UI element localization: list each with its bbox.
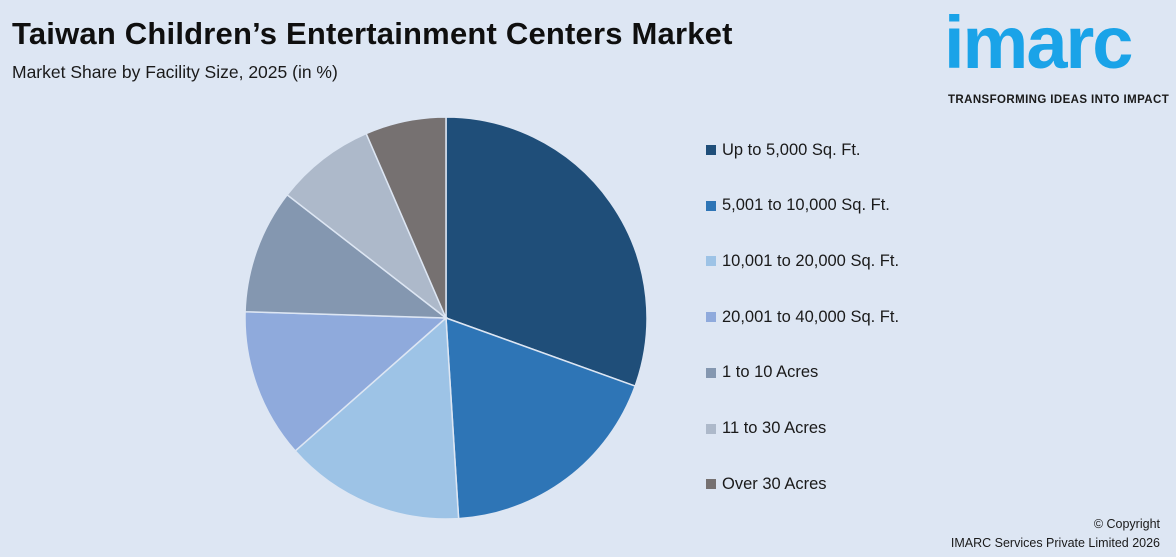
legend-label: 20,001 to 40,000 Sq. Ft. [722,307,900,326]
legend-swatch [706,423,716,434]
legend-item-6: 11 to 30 Acres [706,417,826,441]
copyright-notice: © Copyright IMARC Services Private Limit… [951,515,1160,553]
pie-slice-3 [294,316,460,520]
pie-slice-7 [365,116,447,319]
legend-label: 11 to 30 Acres [722,419,827,437]
legend-swatch [706,256,716,267]
legend-swatch [706,145,716,155]
legend-item-2: 5,001 to 10,000 Sq. Ft. [706,194,890,218]
legend-label: 1 to 10 Acres [722,363,819,382]
legend-swatch [706,479,716,490]
pie-slice-4 [244,310,448,452]
legend-label: 10,001 to 20,000 Sq. Ft. [722,251,900,270]
pie-slice-2 [445,316,637,520]
logo-wordmark: imarc [944,1,1133,84]
imarc-logo: imarc TRANSFORMING IDEAS INTO IMPACT [944,6,1170,110]
legend-swatch [706,367,716,378]
logo-tagline: TRANSFORMING IDEAS INTO IMPACT [948,94,1170,106]
legend-label: Up to 5,000 Sq. Ft. [722,140,861,159]
legend-swatch [706,312,716,323]
legend-item-4: 20,001 to 40,000 Sq. Ft. [706,305,899,329]
legend-item-7: Over 30 Acres [706,472,827,496]
pie-slice-5 [244,193,449,319]
copyright-line-2: IMARC Services Private Limited 2026 [950,536,1160,550]
legend-label: Over 30 Acres [722,474,827,493]
copyright-line-1: © Copyright [1093,517,1160,531]
chart-subtitle: Market Share by Facility Size, 2025 (in … [12,62,338,82]
legend-label: 5,001 to 10,000 Sq. Ft. [722,196,890,215]
chart-title: Taiwan Children’s Entertainment Centers … [12,16,733,51]
pie-slice-6 [286,132,447,319]
pie-slice-1 [445,116,648,388]
legend-swatch [706,200,716,211]
legend-item-3: 10,001 to 20,000 Sq. Ft. [706,249,899,273]
legend-item-1: Up to 5,000 Sq. Ft. [706,138,861,162]
legend-item-5: 1 to 10 Acres [706,361,818,385]
